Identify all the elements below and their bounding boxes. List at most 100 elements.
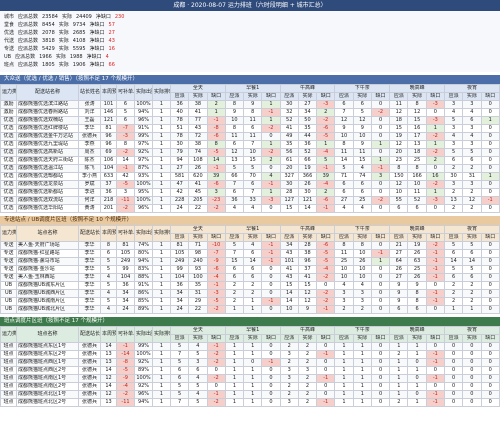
cell: -4 [116,382,135,391]
cell: 6 [352,188,372,197]
cell: 87% [134,164,153,173]
cell: 1 [425,188,445,197]
cell: 2 [297,374,318,383]
cell: 0 [370,124,391,133]
cell: 26 [407,249,427,258]
cell: 94% [134,108,153,117]
cell: -14 [116,350,135,359]
sub-header: 缺口 [206,92,226,101]
column-header: 实际出勤率 [134,225,153,242]
cell: 78 [169,132,190,141]
cell: 0 [261,281,281,290]
cell: 6 [224,273,245,282]
cell: 10 [407,180,427,189]
cell: 0 [370,132,391,141]
cell: 99% [134,342,153,351]
cell: 12 [224,148,245,157]
cell: 12 [389,108,409,117]
summary-text: 9734 [72,22,86,28]
cell: 1 [152,350,171,359]
cell: -1 [425,374,445,383]
cell: 0 [480,297,500,306]
cell: 1 [224,305,245,314]
cell: 9 [407,281,427,290]
cell: 2 [352,305,372,314]
cell: 86% [134,289,153,298]
cell: 1 [224,342,245,351]
cell: 9 [389,281,409,290]
section: 专送站点 / UB调度片区班（按照不足 10 个规模开）运力类型站点名称配送站长… [0,216,500,314]
column-header: 实际排班率 [152,225,171,242]
cell: 3 [279,374,299,383]
cell: 9 [334,124,354,133]
cell: 0 [261,305,281,314]
cell: 成都熊猫UB城东片区 [16,281,79,290]
cell: 32 [279,108,299,117]
cell: 127 [279,196,299,205]
cell: 16 [407,124,427,133]
cell: 12 [297,289,318,298]
cell: UB [0,305,17,314]
cell: -5 [116,180,135,189]
cell: 4 [188,374,208,383]
data-row: 班点 成都熊猫班点东区2号 张德兵 13 -14 100% 1 7 5 -2 1 1 0 3 2 -1 1 1 0 2… [0,350,500,359]
cell: 6 [169,366,190,375]
cell: -11 [116,196,135,205]
cell: 优选 [0,132,17,141]
cell: 95% [134,188,153,197]
cell: 218 [100,196,117,205]
cell: 班点 [0,366,17,375]
group-header: 早餐1 [224,326,281,335]
cell: 1 [243,305,263,314]
group-header: 早餐1 [224,225,281,234]
summary-text: 堂食 [4,22,15,28]
cell: 0 [425,305,445,314]
cell: 9 [243,100,263,109]
cell: -1 [425,289,445,298]
cell: 6 [443,156,464,165]
summary-text: 实际 [58,46,69,52]
cell: 美人鱼·玉林西站 [16,273,79,282]
cell: 12 [407,108,427,117]
cell: 88% [134,273,153,282]
cell: 34 [116,289,135,298]
cell: -2 [206,374,226,383]
cell: 班点 [0,342,17,351]
cell: 26 [352,257,372,266]
cell: 14 [279,297,299,306]
cell: 0 [480,241,500,250]
cell: 66 [297,156,318,165]
cell: 9 [389,289,409,298]
sub-header: 应派 [334,334,354,343]
sub-header: 应派 [443,233,464,242]
cell: 0 [261,366,281,375]
cell: 5 [443,241,464,250]
summary-text: 城市 [4,14,15,20]
cell: 30 [279,100,299,109]
sub-header: 缺口 [480,92,500,101]
column-header: 运力类型 [0,326,17,343]
cell: 1 [152,116,171,125]
cell: 0 [443,350,464,359]
summary-text: 4108 [72,38,86,44]
cell: 41 [297,273,318,282]
cell: 1 [243,390,263,399]
cell: 1 [243,398,263,407]
cell: 8 [116,140,135,149]
cell: -6 [206,132,226,141]
cell: 0 [316,342,336,351]
cell: 12 [100,390,117,399]
summary-text: 8454 [42,22,55,28]
cell: 6 [100,249,117,258]
header-row: 运力类型配送站名称站长姓名本周预计可补单人数实际出勤率实际排班率全天早餐1午高峰… [0,84,500,101]
cell: 5 [443,265,464,274]
column-header: 配送站长 [78,326,101,343]
cell: 1 [243,382,263,391]
sub-header: 应派 [334,233,354,242]
cell: -1 [206,342,226,351]
cell: 41 [188,180,208,189]
cell: 张德兵 [78,382,101,391]
cell: 1 [243,366,263,375]
summary-text: 净缺口 [95,14,111,20]
